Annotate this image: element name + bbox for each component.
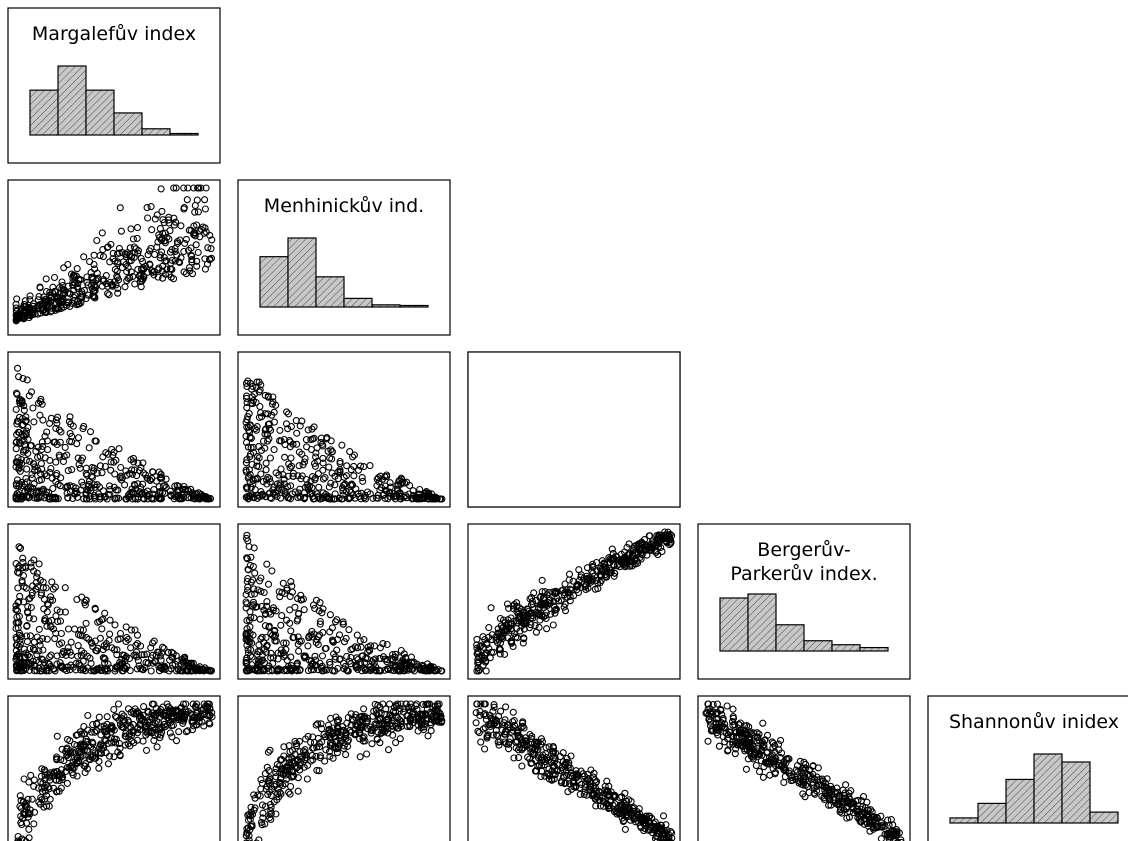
histogram-bar bbox=[30, 90, 58, 135]
histogram-bar bbox=[748, 594, 776, 651]
histogram-bar bbox=[720, 598, 748, 651]
scatter-panel-4-2 bbox=[468, 696, 680, 841]
scatter-panel-2-2 bbox=[468, 352, 680, 507]
variable-label: Bergerův- bbox=[757, 539, 850, 561]
scatter-panel-2-0 bbox=[8, 352, 220, 507]
variable-label: Shannonův inidex bbox=[949, 711, 1119, 733]
histogram-bar bbox=[1062, 762, 1090, 823]
histogram-bar bbox=[260, 257, 288, 307]
scatter-panel-2-1 bbox=[238, 352, 450, 507]
histogram-bar bbox=[58, 66, 86, 135]
histogram-bar bbox=[1034, 754, 1062, 823]
diagonal-panel-2: Menhinickův ind. bbox=[238, 180, 450, 335]
histogram-bar bbox=[804, 641, 832, 651]
scatter-panel-4-1 bbox=[238, 696, 450, 841]
diagonal-panel-1: Margalefův index bbox=[8, 8, 220, 163]
histogram-bar bbox=[288, 238, 316, 307]
histogram-bar bbox=[950, 818, 978, 823]
histogram-bar bbox=[142, 129, 170, 135]
diagonal-panel-4: Bergerův-Parkerův index. bbox=[698, 524, 910, 679]
histogram-bar bbox=[832, 645, 860, 651]
panel-frame bbox=[698, 696, 910, 841]
histogram-bar bbox=[316, 277, 344, 307]
histogram-bar bbox=[400, 306, 428, 308]
variable-label: Menhinickův ind. bbox=[264, 195, 424, 217]
diagonal-panel-5: Shannonův inidex bbox=[928, 696, 1128, 841]
histogram-bar bbox=[1006, 779, 1034, 823]
panel-frame bbox=[468, 352, 680, 507]
histogram-bar bbox=[978, 803, 1006, 823]
histogram-bar bbox=[170, 134, 198, 136]
histogram-bar bbox=[114, 113, 142, 135]
scatter-panel-1-0 bbox=[8, 180, 220, 335]
histogram-bar bbox=[372, 305, 400, 307]
histogram-bar bbox=[776, 625, 804, 651]
scatter-panel-3-1 bbox=[238, 524, 450, 679]
histogram-bar bbox=[1090, 812, 1118, 823]
scatter-panel-3-0 bbox=[8, 524, 220, 679]
histogram-bar bbox=[344, 298, 372, 307]
scatter-panel-3-2 bbox=[468, 524, 680, 679]
scatter-panel-4-3 bbox=[698, 696, 910, 841]
histogram-bar bbox=[86, 90, 114, 135]
scatter-panel-4-0 bbox=[8, 696, 220, 841]
variable-label: Parkerův index. bbox=[730, 563, 877, 585]
histogram-bar bbox=[860, 648, 888, 651]
variable-label: Margalefův index bbox=[32, 23, 196, 45]
